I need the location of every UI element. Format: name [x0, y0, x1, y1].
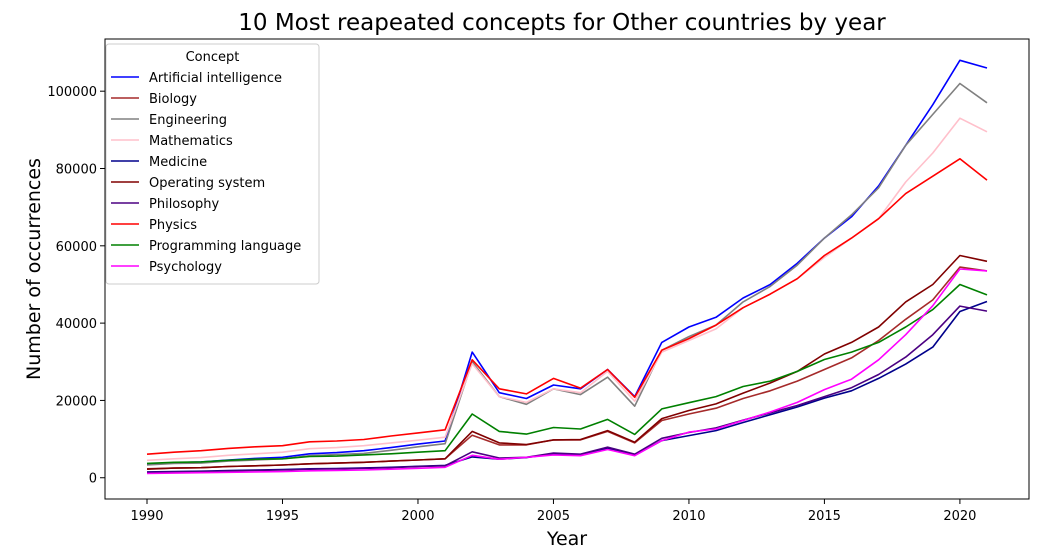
- legend-items: Artificial intelligence Biology Engineerin…: [111, 71, 301, 275]
- x-tick-label: 1990: [130, 509, 163, 524]
- series-line-operating-system: [146, 254, 988, 470]
- series-line-philosophy: [146, 305, 988, 474]
- legend-label-programming-language: Programming language: [149, 239, 301, 254]
- y-tick-label: 20000: [56, 394, 97, 409]
- y-tick-label: 100000: [47, 85, 97, 100]
- legend-label-physics: Physics: [149, 218, 197, 233]
- series-line-artificial-intelligence: [146, 59, 988, 465]
- y-tick-label: 80000: [56, 162, 97, 177]
- x-tick-label: 2015: [808, 509, 841, 524]
- y-tick-label: 60000: [56, 240, 97, 255]
- x-axis-title: Year: [546, 528, 587, 550]
- x-tick-label: 2020: [943, 509, 976, 524]
- y-axis-title: Number of occurrences: [23, 158, 45, 380]
- legend-title: Concept: [186, 50, 240, 65]
- x-tick-label: 1995: [266, 509, 299, 524]
- plot-area-frame: [104, 38, 1030, 500]
- legend: Concept Artificial intelligence Biology En…: [105, 43, 320, 285]
- series-line-biology: [146, 266, 988, 470]
- legend-label-mathematics: Mathematics: [149, 134, 233, 149]
- y-tick-label: 0: [89, 472, 97, 487]
- y-axis: 0 20000 40000 60000 80000 100000: [47, 85, 105, 487]
- x-axis: 1990 1995 2000 2005 2010 2015 2020: [130, 499, 976, 524]
- legend-label-psychology: Psychology: [149, 260, 222, 275]
- series-line-psychology: [146, 268, 988, 475]
- series-lines: [146, 59, 988, 475]
- legend-label-medicine: Medicine: [149, 155, 207, 170]
- x-tick-label: 2005: [537, 509, 570, 524]
- legend-label-artificial-intelligence: Artificial intelligence: [149, 71, 282, 86]
- legend-label-biology: Biology: [149, 92, 197, 107]
- series-line-physics: [146, 158, 988, 455]
- legend-label-philosophy: Philosophy: [149, 197, 219, 212]
- chart-title: 10 Most reapeated concepts for Other cou…: [238, 10, 886, 36]
- legend-box: [105, 43, 320, 285]
- legend-label-operating-system: Operating system: [149, 176, 265, 191]
- y-tick-label: 40000: [56, 317, 97, 332]
- legend-label-engineering: Engineering: [149, 113, 227, 128]
- x-tick-label: 2010: [672, 509, 705, 524]
- x-tick-label: 2000: [401, 509, 434, 524]
- series-line-programming-language: [146, 283, 988, 465]
